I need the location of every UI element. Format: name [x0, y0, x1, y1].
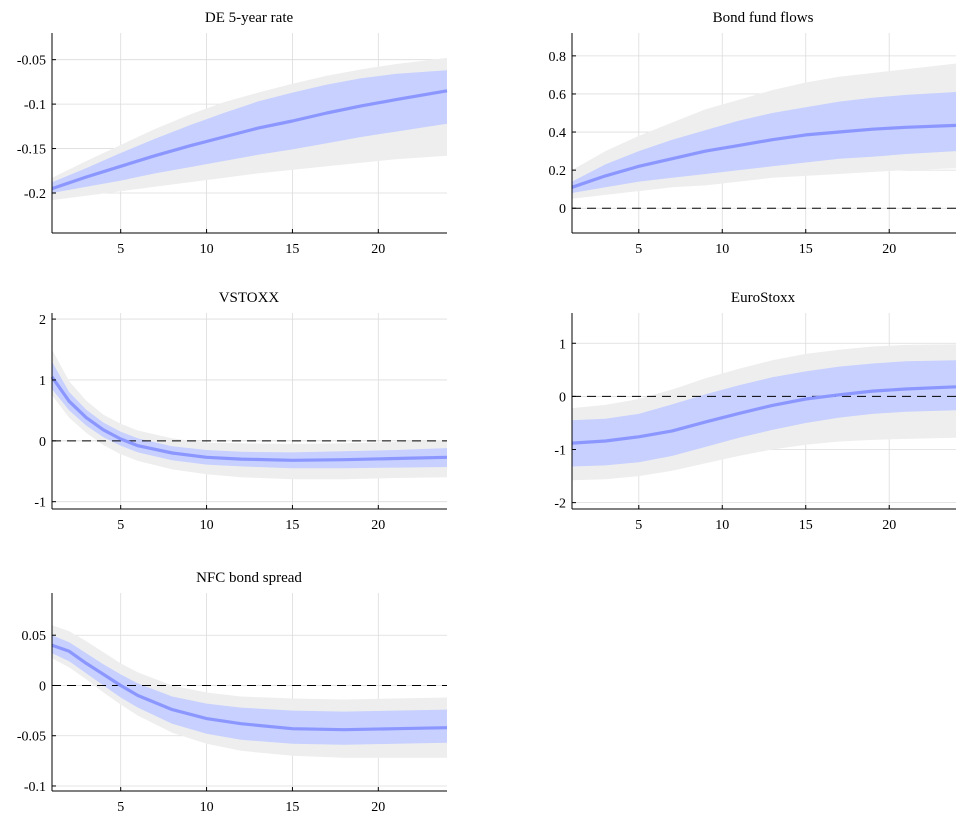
y-tick-label: 0.6	[549, 88, 567, 103]
median-response-line	[571, 385, 957, 445]
x-tick-label: 5	[117, 518, 124, 533]
y-tick-label: -1	[554, 444, 566, 459]
y-tick-label: 0	[39, 435, 46, 450]
y-tick-label: -0.2	[24, 187, 46, 202]
median-response-line	[50, 375, 448, 462]
y-tick-label: -0.05	[17, 730, 46, 745]
x-tick-label: 10	[715, 518, 729, 533]
x-tick-label: 5	[635, 242, 642, 257]
y-tick-label: -2	[554, 497, 566, 512]
x-tick-label: 15	[799, 242, 813, 257]
x-tick-label: 10	[200, 518, 214, 533]
x-tick-label: 5	[117, 800, 124, 814]
panel-title: Bond fund flows	[713, 10, 814, 26]
panel-title: NFC bond spread	[196, 570, 302, 586]
y-tick-label: 0.05	[22, 629, 47, 644]
y-tick-label: -0.05	[17, 54, 46, 69]
panel-title: EuroStoxx	[731, 290, 796, 306]
x-tick-label: 20	[371, 800, 385, 814]
x-tick-label: 15	[799, 518, 813, 533]
median-response-line	[571, 123, 957, 189]
y-tick-label: 0.8	[549, 50, 567, 65]
x-tick-label: 15	[285, 800, 299, 814]
y-tick-label: 0.4	[549, 126, 567, 141]
panel-de-5-year-rate: DE 5-year rate 5 10 15 20 -0.2 -0.15 -0.1 -0.05	[17, 10, 448, 257]
x-tick-label: 20	[882, 518, 896, 533]
y-tick-label: 1	[559, 337, 566, 352]
x-tick-label: 20	[371, 518, 385, 533]
panel-title: DE 5-year rate	[205, 10, 294, 26]
panel-title: VSTOXX	[219, 290, 280, 306]
y-tick-label: -1	[34, 496, 46, 511]
median-response-line	[51, 643, 448, 732]
y-tick-label: 1	[39, 374, 46, 389]
y-tick-label: 0	[559, 390, 566, 405]
y-tick-label: -0.1	[24, 98, 46, 113]
x-tick-label: 10	[200, 800, 214, 814]
x-tick-label: 15	[285, 518, 299, 533]
y-tick-label: -0.15	[17, 143, 46, 158]
y-tick-label: 2	[39, 313, 46, 328]
median-response-line	[51, 89, 448, 191]
x-tick-label: 20	[371, 242, 385, 257]
x-tick-label: 5	[117, 242, 124, 257]
y-tick-label: 0	[559, 202, 566, 217]
confidence-band-68	[52, 361, 447, 469]
panel-eurostoxx: EuroStoxx 5 10 15 20 -2 -1 0 1	[554, 290, 957, 533]
x-tick-label: 10	[715, 242, 729, 257]
panel-vstoxx: VSTOXX 5 10 15 20 -1 0 1 2	[34, 290, 448, 533]
confidence-band-68	[572, 360, 956, 467]
y-tick-label: -0.1	[24, 780, 46, 795]
x-tick-label: 15	[285, 242, 299, 257]
x-tick-label: 20	[882, 242, 896, 257]
confidence-band-68	[52, 635, 447, 745]
x-tick-label: 10	[200, 242, 214, 257]
y-tick-label: 0	[39, 679, 46, 694]
panel-nfc-bond-spread: NFC bond spread 5 10 15 20 -0.1 -0.05 0 0.05	[17, 570, 448, 814]
panel-bond-fund-flows: Bond fund flows 5 10 15 20 0 0.2 0.4 0.6 0.8	[549, 10, 957, 257]
x-tick-label: 5	[635, 518, 642, 533]
y-tick-label: 0.2	[549, 164, 567, 179]
